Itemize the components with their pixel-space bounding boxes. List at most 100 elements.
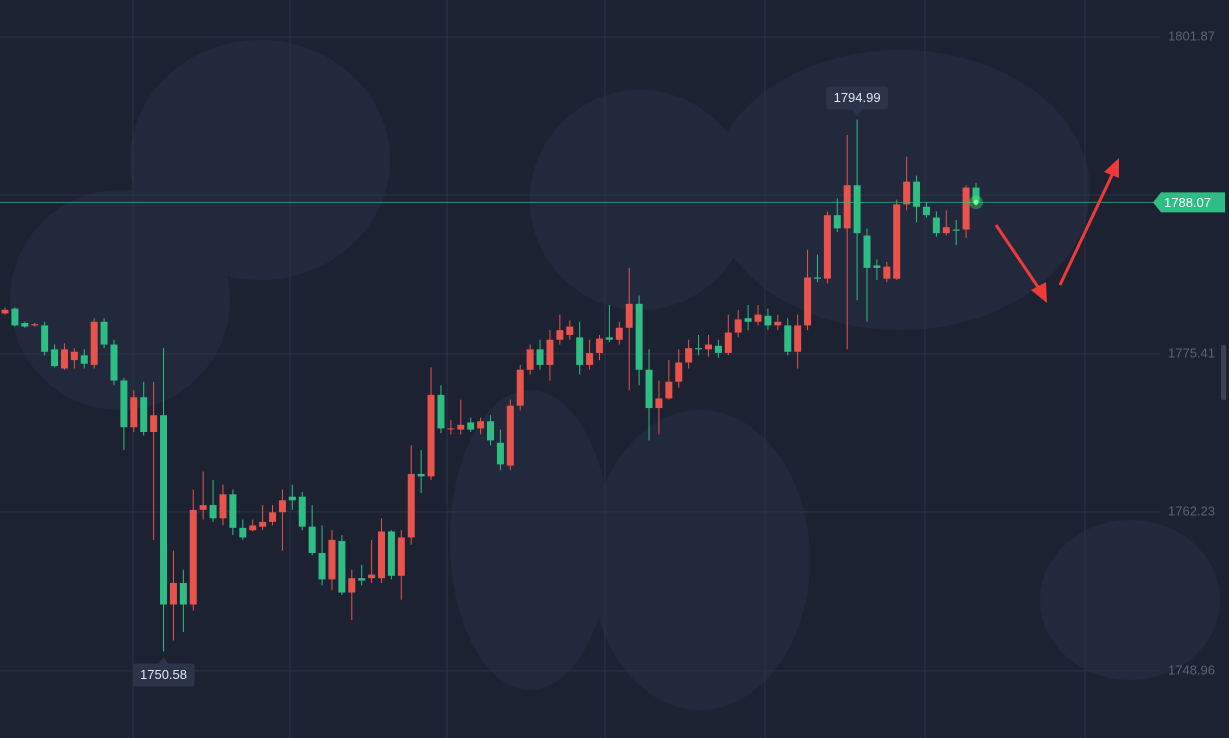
trend-arrows (994, 158, 1119, 303)
candle-body (288, 496, 296, 501)
callout-box (826, 86, 889, 110)
candle-body (675, 362, 683, 382)
candle-body (80, 355, 88, 364)
candle-body (595, 338, 603, 353)
candle-body (586, 352, 594, 365)
candle-body (695, 348, 703, 350)
candle-body (11, 308, 19, 326)
last-price-tag (1153, 192, 1225, 213)
candle-body (308, 526, 316, 554)
arrowhead-up (1104, 158, 1119, 178)
candle-body (298, 496, 306, 527)
candle-body (31, 324, 39, 326)
candle-body (962, 187, 970, 230)
candle-body (477, 421, 485, 429)
candle-body (823, 215, 831, 279)
candle-body (90, 321, 98, 365)
candle-body (615, 327, 623, 340)
candle-body (60, 349, 68, 369)
candle-body (724, 332, 732, 353)
candle-body (338, 541, 346, 593)
candle-body (754, 314, 762, 322)
candle-body (487, 421, 494, 441)
candle-body (219, 494, 227, 519)
candle-body (605, 337, 613, 340)
candle-body (1, 309, 9, 314)
candle-body (972, 187, 980, 203)
candle-body (764, 315, 772, 326)
candle-body (378, 531, 386, 579)
candle-body (704, 344, 712, 350)
candle-body (576, 337, 584, 365)
candle-body (496, 442, 504, 465)
candle-body (922, 206, 930, 216)
candle-body (744, 318, 752, 322)
candle-body (556, 330, 564, 340)
candle-body (41, 325, 49, 352)
candle-body (813, 277, 821, 279)
candle-body (893, 204, 901, 279)
callout-box (132, 663, 195, 687)
candle-body (130, 397, 138, 428)
candle-body (269, 512, 277, 522)
candle-body (467, 422, 475, 430)
candle-body (397, 537, 405, 576)
candle-body (70, 351, 78, 361)
candle-body (833, 215, 841, 229)
candle-body (645, 369, 653, 409)
candle-body (150, 415, 158, 433)
candle-body (120, 380, 128, 428)
candle-body (635, 303, 643, 370)
candle-body (526, 349, 534, 370)
candle-body (903, 181, 911, 205)
candle-body (21, 322, 29, 327)
candle-body (863, 235, 871, 268)
candle-body (784, 325, 792, 352)
candle-body (140, 397, 148, 433)
candle-body (209, 505, 217, 519)
vertical-grid (132, 0, 1086, 738)
candle-body (794, 325, 802, 352)
candle-body (239, 527, 247, 538)
candle-body (417, 473, 425, 477)
candle-body (932, 217, 940, 234)
overlay: 1794.99 1750.58 1788.07 (0, 86, 1225, 687)
candle-body (328, 539, 336, 580)
candle-body (774, 321, 782, 326)
scrollbar[interactable] (1221, 345, 1226, 400)
y-tick-label: 1775.41 (1168, 345, 1215, 360)
candle-body (734, 319, 742, 333)
callout-pointer (852, 109, 863, 116)
candle-body (883, 266, 891, 279)
candle-body (447, 428, 455, 430)
callout-pointer (158, 657, 169, 664)
candle-body (685, 348, 693, 363)
candle-body (160, 415, 168, 605)
candle-body (873, 265, 881, 268)
candle-body (566, 326, 574, 335)
candle-body (714, 345, 722, 353)
candle-body (51, 349, 59, 367)
arrow-up (1058, 174, 1114, 286)
candle-body (179, 582, 187, 605)
candles (1, 119, 980, 652)
arrowhead-down (1031, 282, 1047, 303)
candle-body (100, 321, 108, 345)
candle-body (536, 349, 544, 365)
candle-body (229, 494, 237, 528)
candle-body (110, 344, 118, 381)
y-tick-label: 1762.23 (1168, 503, 1215, 518)
candle-body (189, 509, 197, 605)
callout-label: 1794.99 (834, 90, 881, 105)
candle-body (665, 381, 673, 399)
candle-body (259, 521, 267, 527)
candle-body (278, 500, 286, 513)
last-price-label: 1788.07 (1164, 195, 1211, 210)
candle-body (506, 405, 514, 466)
candle-body (199, 505, 207, 510)
arrow-down (994, 224, 1042, 291)
candle-body (546, 339, 554, 365)
candle-body (625, 303, 633, 328)
